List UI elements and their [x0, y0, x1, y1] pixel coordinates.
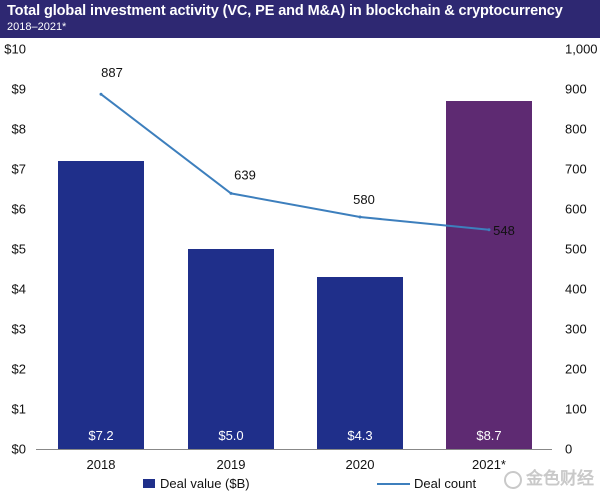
chart-subtitle: 2018–2021*	[7, 21, 67, 33]
line-value-label: 639	[234, 167, 256, 182]
right-axis-tick: 400	[565, 282, 587, 297]
right-axis-tick: 100	[565, 402, 587, 417]
right-axis-tick: 200	[565, 362, 587, 377]
left-axis-tick: $0	[12, 442, 26, 457]
x-axis-category-label: 2019	[217, 457, 246, 472]
legend-label-deal-count: Deal count	[414, 476, 477, 491]
x-axis-category-label: 2018	[87, 457, 116, 472]
watermark-logo-icon	[504, 470, 522, 489]
watermark-text: 金色财经	[526, 469, 594, 488]
right-axis-tick: 300	[565, 322, 587, 337]
bar-2021	[446, 101, 532, 449]
deal-count-point	[487, 228, 491, 232]
left-axis-tick: $7	[12, 162, 26, 177]
deal-count-line	[100, 93, 490, 231]
right-axis-tick: 1,000	[565, 42, 598, 57]
right-axis-tick: 600	[565, 202, 587, 217]
line-value-label: 548	[493, 223, 515, 238]
legend-label-deal-value: Deal value ($B)	[160, 476, 250, 491]
bar-2020	[317, 277, 403, 449]
left-axis-tick: $2	[12, 362, 26, 377]
line-value-label: 580	[353, 192, 375, 207]
x-axis-category-label: 2021*	[472, 457, 506, 472]
bar-value-label: $5.0	[218, 428, 243, 443]
watermark: 金色财经	[504, 464, 594, 489]
right-axis-tick: 500	[565, 242, 587, 257]
left-axis-tick: $5	[12, 242, 26, 257]
right-axis-tick: 700	[565, 162, 587, 177]
right-axis-tick: 0	[565, 442, 572, 457]
right-axis-tick: 800	[565, 122, 587, 137]
bar-value-label: $8.7	[476, 428, 501, 443]
chart-title: Total global investment activity (VC, PE…	[7, 3, 563, 19]
left-axis-tick: $6	[12, 202, 26, 217]
legend-swatch-deal-value	[143, 479, 155, 488]
deal-count-point	[358, 215, 362, 219]
x-axis-category-label: 2020	[346, 457, 375, 472]
bar-value-label: $7.2	[88, 428, 113, 443]
left-axis-tick: $1	[12, 402, 26, 417]
left-axis-tick: $9	[12, 82, 26, 97]
right-axis-tick: 900	[565, 82, 587, 97]
combo-chart: $0 $1 $2 $3 $4 $5 $6 $7 $8 $9 $10 0 100 200 300 400 500 6…	[4, 42, 598, 492]
left-axis-tick: $10	[4, 42, 26, 57]
left-axis-tick: $8	[12, 122, 26, 137]
chart-header: Total global investment activity (VC, PE…	[0, 0, 600, 38]
left-axis-tick: $3	[12, 322, 26, 337]
bar-2019	[188, 249, 274, 449]
line-value-label: 887	[101, 65, 123, 80]
bar-2018	[58, 161, 144, 449]
deal-count-point	[99, 92, 103, 96]
bar-value-label: $4.3	[347, 428, 372, 443]
deal-count-point	[229, 191, 233, 195]
left-axis-tick: $4	[12, 282, 26, 297]
